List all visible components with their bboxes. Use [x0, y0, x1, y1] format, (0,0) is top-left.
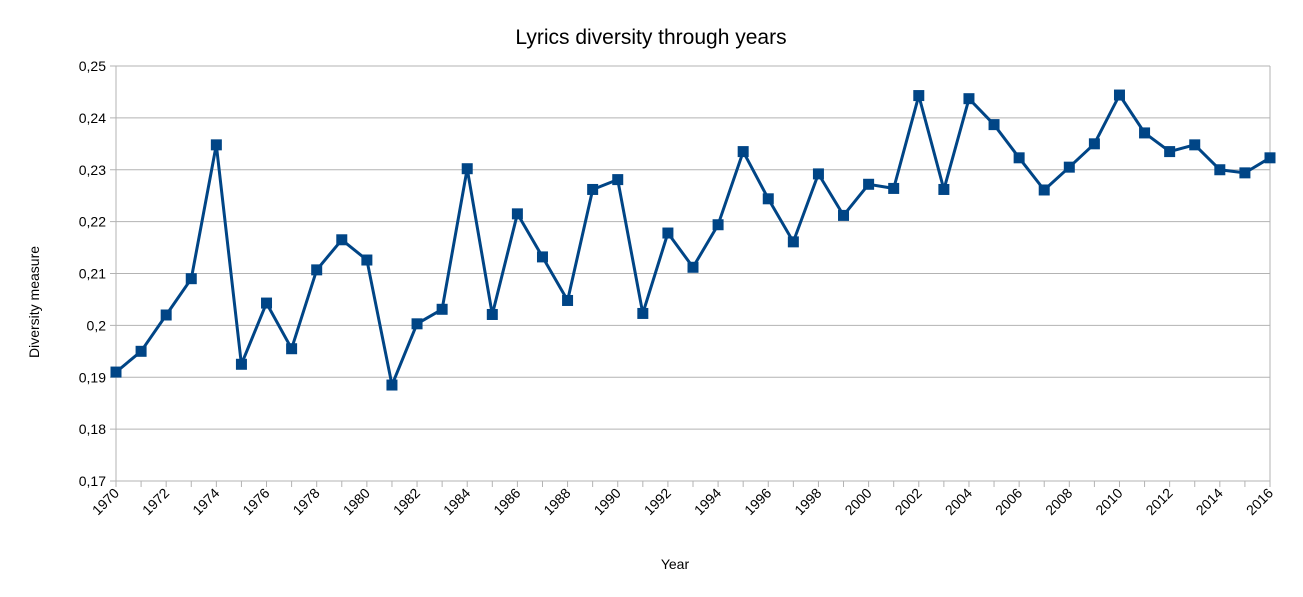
data-point	[787, 236, 799, 248]
data-point	[1264, 152, 1276, 164]
data-point	[687, 261, 699, 273]
data-point	[988, 119, 1000, 131]
data-point	[185, 273, 197, 285]
data-point	[286, 343, 298, 355]
data-point	[1113, 89, 1125, 101]
y-axis-title: Diversity measure	[26, 246, 42, 358]
x-tick-label: 1996	[741, 485, 774, 518]
x-tick-label: 1980	[340, 485, 373, 518]
x-tick-label: 1994	[691, 485, 724, 518]
x-tick-label: 1972	[139, 485, 172, 518]
data-point	[913, 90, 925, 102]
x-tick-label: 1990	[591, 485, 624, 518]
data-point	[1189, 139, 1201, 151]
y-tick-label: 0,21	[79, 266, 106, 282]
x-tick-label: 1978	[289, 485, 322, 518]
x-tick-label: 2002	[892, 485, 925, 518]
data-point	[1239, 167, 1251, 179]
y-tick-label: 0,18	[79, 421, 106, 437]
data-point	[235, 358, 247, 370]
data-point	[1088, 138, 1100, 150]
data-point	[1063, 161, 1075, 173]
y-tick-label: 0,17	[79, 473, 106, 489]
x-tick-label: 2004	[942, 485, 975, 518]
data-point	[938, 183, 950, 195]
data-point	[1038, 184, 1050, 196]
x-tick-label: 1974	[189, 485, 222, 518]
data-point	[436, 303, 448, 315]
data-point	[486, 308, 498, 320]
data-point	[1139, 127, 1151, 139]
axes	[115, 66, 1271, 487]
data-point	[361, 254, 373, 266]
x-tick-label: 2006	[992, 485, 1025, 518]
x-tick-label: 1988	[540, 485, 573, 518]
gridlines	[110, 65, 1270, 482]
data-point	[311, 264, 323, 276]
data-point	[863, 178, 875, 190]
y-tick-label: 0,19	[79, 369, 106, 385]
data-point	[1214, 164, 1226, 176]
data-point	[210, 139, 222, 151]
x-tick-label: 1970	[89, 485, 122, 518]
x-tick-label: 2014	[1193, 485, 1226, 518]
data-point	[110, 366, 122, 378]
data-point	[762, 193, 774, 205]
x-tick-label: 2016	[1243, 485, 1276, 518]
data-point	[386, 379, 398, 391]
y-tick-label: 0,24	[79, 110, 106, 126]
x-tick-label: 1984	[440, 485, 473, 518]
x-tick-label: 1986	[490, 485, 523, 518]
x-tick-label: 1976	[239, 485, 272, 518]
data-point	[461, 163, 473, 175]
data-point	[336, 234, 348, 246]
x-axis-title: Year	[661, 556, 690, 572]
data-point	[536, 251, 548, 263]
data-point	[888, 182, 900, 194]
data-point	[411, 318, 423, 330]
data-point	[1164, 146, 1176, 158]
data-point	[562, 294, 574, 306]
x-tick-label: 1982	[390, 485, 423, 518]
data-point	[612, 174, 624, 186]
data-point	[160, 309, 172, 321]
y-tick-labels: 0,17 0,18 0,19 0,2 0,21 0,22 0,23 0,24 0,25	[79, 58, 106, 489]
data-point	[135, 345, 147, 357]
data-point	[1013, 152, 1025, 164]
data-point	[712, 219, 724, 231]
data-point	[838, 209, 850, 221]
x-tick-label: 2000	[841, 485, 874, 518]
y-tick-label: 0,22	[79, 214, 106, 230]
data-point	[637, 307, 649, 319]
x-tick-label: 2010	[1092, 485, 1125, 518]
y-tick-label: 0,2	[87, 317, 107, 333]
data-point	[812, 168, 824, 180]
y-tick-label: 0,23	[79, 162, 106, 178]
data-point	[587, 183, 599, 195]
data-point	[662, 227, 674, 239]
x-tick-label: 1992	[641, 485, 674, 518]
x-tick-label: 2012	[1142, 485, 1175, 518]
y-tick-label: 0,25	[79, 58, 106, 74]
chart-title: Lyrics diversity through years	[515, 26, 786, 49]
x-tick-label: 1998	[791, 485, 824, 518]
x-tick-label: 2008	[1042, 485, 1075, 518]
data-point	[261, 297, 273, 309]
data-point-markers	[110, 89, 1276, 391]
x-tick-labels: 1970 1972 1974 1976 1978 1980 1982 1984 1986 1988…	[89, 485, 1276, 518]
data-point	[963, 93, 975, 105]
data-point	[737, 146, 749, 158]
data-point	[511, 208, 523, 220]
